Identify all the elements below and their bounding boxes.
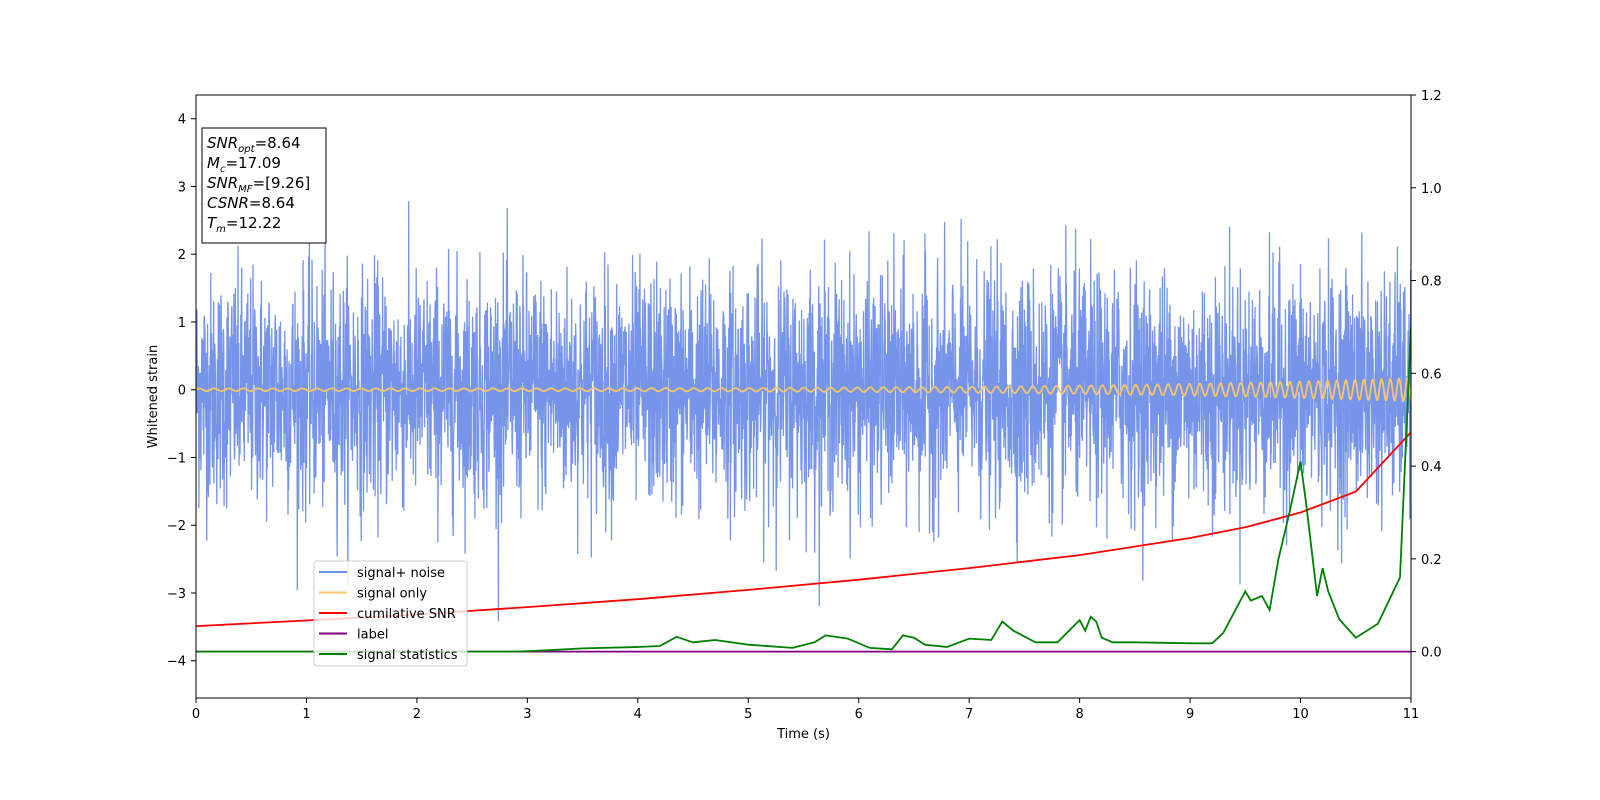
annotation-line: SNRMF=[9.26] [207, 174, 310, 195]
x-tick-label: 2 [413, 707, 421, 722]
legend-entry: signal statistics [357, 648, 458, 663]
legend-entry: cumilative SNR [357, 607, 456, 622]
x-tick-label: 10 [1292, 707, 1309, 722]
x-tick-label: 8 [1075, 707, 1083, 722]
x-tick-label: 7 [965, 707, 973, 722]
annotation-line: Mc=17.09 [207, 154, 281, 175]
series-line-signal-only [196, 377, 1411, 403]
x-tick-label: 4 [634, 707, 642, 722]
series-line-signal-statistics [196, 326, 1411, 653]
legend: signal+ noise signal only cumilative SNR la… [313, 560, 468, 667]
y2-tick-label: 0.8 [1421, 275, 1442, 290]
y-axis-right: 1.2 1.0 0.8 0.6 0.4 0.2 0.0 [1411, 89, 1442, 661]
x-tick-label: 5 [744, 707, 752, 722]
legend-frame [313, 560, 468, 667]
y-tick-label: 4 [178, 113, 186, 128]
x-tick-label: 1 [302, 707, 310, 722]
annotation-frame [201, 127, 327, 244]
y2-tick-label: 1.2 [1421, 89, 1442, 104]
series-line-signal-noise [196, 201, 1411, 622]
y-tick-label: 0 [178, 384, 186, 399]
annotation-line: CSNR=8.64 [207, 194, 295, 212]
y-tick-label: −2 [167, 519, 186, 534]
x-tick-label: 0 [192, 707, 200, 722]
legend-entry: label [357, 628, 388, 643]
y-tick-label: 2 [178, 248, 186, 263]
legend-entry: signal+ noise [357, 566, 445, 581]
y2-tick-label: 1.0 [1421, 182, 1442, 197]
annotation-line: Tm=12.22 [207, 214, 281, 235]
y-tick-label: −1 [167, 451, 186, 466]
y2-tick-label: 0.4 [1421, 460, 1442, 475]
annotation-line: SNRopt=8.64 [207, 134, 301, 155]
y-axis-label: Whitened strain [146, 345, 161, 448]
y-tick-label: −3 [167, 587, 186, 602]
y-tick-label: −4 [167, 655, 186, 670]
y-axis-left: 4 3 2 1 0 −1 −2 −3 −4 [167, 113, 196, 670]
y-tick-label: 3 [178, 180, 186, 195]
plot-frame [195, 94, 1412, 699]
legend-entry: signal only [357, 587, 427, 602]
y2-tick-label: 0.0 [1421, 646, 1442, 661]
x-tick-label: 6 [855, 707, 863, 722]
x-tick-label: 11 [1403, 707, 1420, 722]
y2-tick-label: 0.6 [1421, 367, 1442, 382]
x-axis: 0 1 2 3 4 5 6 7 8 9 10 11 [192, 698, 1419, 722]
y2-tick-label: 0.2 [1421, 553, 1442, 568]
x-axis-label: Time (s) [776, 727, 830, 742]
x-tick-label: 9 [1186, 707, 1194, 722]
y-tick-label: 1 [178, 316, 186, 331]
x-tick-label: 3 [523, 707, 531, 722]
stats-annotation-box: SNRopt=8.64Mc=17.09SNRMF=[9.26]CSNR=8.64… [201, 127, 327, 244]
